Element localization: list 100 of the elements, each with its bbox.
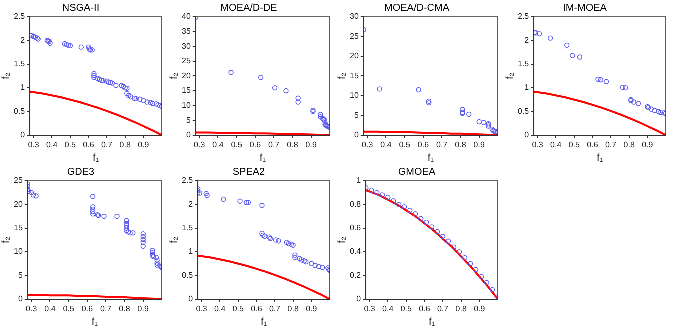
x-tick-label: 0.5 — [63, 304, 75, 314]
x-tick-label: 0.5 — [399, 140, 411, 150]
x-tick-label: 0.8 — [456, 304, 468, 314]
point — [90, 194, 96, 200]
x-tick-label: 0.4 — [380, 140, 392, 150]
point — [312, 263, 318, 268]
chart-title: MOEA/D-DE — [220, 2, 278, 14]
point — [221, 196, 226, 202]
point — [29, 190, 34, 196]
point — [380, 192, 386, 198]
y-tick-label: 1 — [356, 176, 362, 186]
y-tick-label: 1.5 — [14, 60, 26, 69]
point — [126, 230, 132, 235]
x-tick-label: 0.6 — [419, 304, 431, 314]
x-tick-label: 0.9 — [474, 304, 486, 314]
point — [154, 102, 160, 107]
y-tick-label: 0 — [188, 294, 194, 304]
point — [92, 73, 97, 78]
point — [296, 100, 301, 105]
y-tick-label: 1 — [188, 247, 194, 256]
x-axis-title: f₁ — [92, 152, 100, 164]
y-tick-label: 0 — [20, 130, 26, 140]
y-tick-label: 10 — [182, 101, 192, 110]
x-tick-label: 0.3 — [196, 304, 208, 314]
point — [238, 198, 243, 204]
point — [412, 212, 418, 217]
point — [90, 212, 96, 217]
chart-title: MOEA/D-CMA — [384, 2, 450, 14]
y-tick-label: 40 — [182, 12, 192, 22]
chart-title: GDE3 — [67, 166, 96, 178]
y-tick-label: 10 — [14, 247, 24, 256]
point — [154, 258, 160, 264]
point — [204, 191, 209, 196]
y-tick-label: 25 — [350, 32, 360, 41]
point — [68, 43, 74, 48]
chart-title: NSGA-II — [62, 2, 100, 14]
point — [476, 119, 482, 125]
point — [140, 231, 146, 237]
y-tick-label: 35 — [182, 27, 192, 36]
y-tick-label: 0.6 — [350, 224, 362, 233]
point — [490, 287, 496, 293]
x-tick-label: 0.7 — [101, 140, 114, 150]
point — [656, 109, 662, 114]
point — [126, 93, 132, 98]
point — [128, 94, 134, 100]
x-tick-label: 0.7 — [100, 304, 112, 314]
point — [260, 232, 266, 238]
y-axis-title: f₂ — [336, 72, 348, 80]
point — [548, 36, 554, 41]
x-tick-label: 0.8 — [624, 140, 636, 150]
point — [124, 228, 130, 234]
point — [66, 42, 72, 48]
y-axis-title: f₂ — [168, 236, 180, 244]
point — [564, 42, 570, 48]
y-tick-label: 5 — [18, 270, 24, 280]
point — [481, 120, 487, 126]
x-axis-title: f₁ — [596, 152, 604, 164]
y-tick-label: 2.5 — [518, 12, 530, 22]
point — [204, 193, 210, 198]
point — [299, 257, 304, 263]
x-axis-title: f₁ — [92, 316, 99, 328]
point — [318, 114, 324, 120]
y-tick-label: 20 — [182, 71, 192, 80]
y-tick-label: 5 — [354, 110, 360, 120]
point — [260, 203, 265, 208]
point — [124, 91, 130, 96]
x-axis-title: f₁ — [260, 152, 267, 164]
point — [309, 261, 314, 266]
x-tick-label: 0.5 — [400, 304, 413, 314]
y-tick-label: 25 — [14, 176, 24, 186]
x-tick-label: 0.7 — [269, 304, 282, 314]
x-tick-label: 0.6 — [418, 140, 430, 150]
point — [636, 101, 642, 106]
point — [244, 200, 250, 206]
point — [604, 79, 610, 84]
y-tick-label: 0.5 — [182, 270, 194, 280]
point — [120, 84, 126, 90]
point — [434, 229, 440, 235]
y-tick-label: 5 — [186, 116, 192, 125]
point — [141, 98, 146, 104]
point — [124, 218, 130, 224]
point — [478, 274, 484, 280]
point — [86, 44, 92, 50]
point — [124, 223, 130, 229]
point — [144, 100, 150, 105]
point — [407, 208, 413, 214]
x-axis-title: f₁ — [260, 316, 268, 328]
y-tick-label: 0 — [18, 294, 24, 304]
point — [297, 256, 302, 262]
point — [122, 85, 128, 91]
point — [130, 230, 136, 236]
x-axis-title: f₁ — [428, 316, 436, 328]
point — [424, 220, 430, 226]
point — [33, 34, 38, 40]
point — [104, 78, 110, 84]
point — [292, 252, 298, 258]
x-tick-label: 0.6 — [251, 304, 263, 314]
x-tick-label: 0.9 — [474, 140, 486, 150]
point — [110, 80, 116, 86]
x-tick-label: 0.5 — [568, 140, 581, 150]
